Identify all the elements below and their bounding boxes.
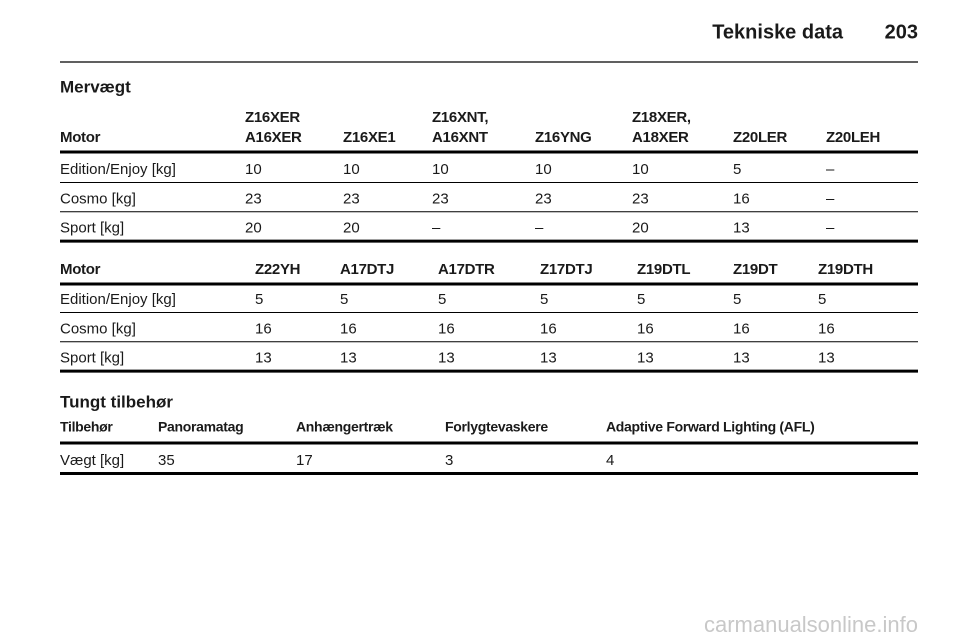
cell: 5 xyxy=(540,291,548,308)
cell: 17 xyxy=(296,452,313,469)
cell: 23 xyxy=(245,190,262,207)
column-header: Z18XER, xyxy=(632,109,691,126)
cell: 16 xyxy=(637,320,654,337)
row-label: Sport [kg] xyxy=(60,350,124,367)
page-number: 203 xyxy=(885,21,918,43)
column-header: Z20LER xyxy=(733,129,788,146)
column-header: A17DTJ xyxy=(340,261,394,278)
watermark: carmanualsonline.info xyxy=(704,612,918,637)
cell: 16 xyxy=(733,190,750,207)
section-title: Mervægt xyxy=(60,77,131,96)
cell: 23 xyxy=(432,190,449,207)
cell: 35 xyxy=(158,452,175,469)
column-header: Anhængertræk xyxy=(296,419,393,435)
column-header: Z16XNT, xyxy=(432,109,488,126)
cell: – xyxy=(535,220,544,237)
cell: 5 xyxy=(733,161,741,178)
column-header: A16XER xyxy=(245,129,302,146)
cell: 20 xyxy=(343,220,360,237)
column-header: Z19DTH xyxy=(818,261,873,278)
header-title: Tekniske data xyxy=(712,21,844,43)
column-header: A17DTR xyxy=(438,261,495,278)
column-header: Z16XE1 xyxy=(343,129,395,146)
cell: 5 xyxy=(818,291,826,308)
column-header: Tilbehør xyxy=(60,419,113,435)
cell: 10 xyxy=(535,161,552,178)
row-label: Vægt [kg] xyxy=(60,452,124,469)
cell: 23 xyxy=(343,190,360,207)
cell: 13 xyxy=(340,350,357,367)
row-label: Cosmo [kg] xyxy=(60,190,136,207)
cell: 13 xyxy=(733,350,750,367)
column-header: Motor xyxy=(60,129,101,146)
cell: 5 xyxy=(733,291,741,308)
column-header: A18XER xyxy=(632,129,689,146)
cell: 16 xyxy=(340,320,357,337)
cell: 20 xyxy=(245,220,262,237)
cell: – xyxy=(826,220,835,237)
column-header: Z22YH xyxy=(255,261,300,278)
column-header: A16XNT xyxy=(432,129,488,146)
column-header: Z19DT xyxy=(733,261,777,278)
cell: 20 xyxy=(632,220,649,237)
row-label: Edition/Enjoy [kg] xyxy=(60,291,176,308)
cell: 16 xyxy=(255,320,272,337)
column-header: Z17DTJ xyxy=(540,261,592,278)
cell: 13 xyxy=(637,350,654,367)
cell: 5 xyxy=(340,291,348,308)
cell: 23 xyxy=(632,190,649,207)
cell: 10 xyxy=(245,161,262,178)
column-header: Panoramatag xyxy=(158,419,243,435)
cell: 10 xyxy=(632,161,649,178)
cell: 4 xyxy=(606,452,614,469)
cell: 13 xyxy=(255,350,272,367)
row-label: Sport [kg] xyxy=(60,220,124,237)
column-header: Z20LEH xyxy=(826,129,880,146)
column-header: Z19DTL xyxy=(637,261,690,278)
cell: 13 xyxy=(733,220,750,237)
cell: – xyxy=(826,190,835,207)
column-header: Z16XER xyxy=(245,109,300,126)
cell: 13 xyxy=(818,350,835,367)
column-header: Forlygtevaskere xyxy=(445,419,548,435)
cell: 5 xyxy=(637,291,645,308)
cell: – xyxy=(826,161,835,178)
row-label: Edition/Enjoy [kg] xyxy=(60,161,176,178)
cell: 16 xyxy=(438,320,455,337)
cell: 10 xyxy=(432,161,449,178)
cell: 16 xyxy=(733,320,750,337)
cell: 3 xyxy=(445,452,453,469)
cell: 13 xyxy=(438,350,455,367)
cell: 13 xyxy=(540,350,557,367)
row-label: Cosmo [kg] xyxy=(60,320,136,337)
cell: 5 xyxy=(438,291,446,308)
cell: – xyxy=(432,220,441,237)
cell: 10 xyxy=(343,161,360,178)
column-header: Z16YNG xyxy=(535,129,592,146)
cell: 16 xyxy=(818,320,835,337)
cell: 16 xyxy=(540,320,557,337)
column-header: Adaptive Forward Lighting (AFL) xyxy=(606,419,814,435)
cell: 5 xyxy=(255,291,263,308)
section-title: Tungt tilbehør xyxy=(60,392,173,411)
column-header: Motor xyxy=(60,261,101,278)
cell: 23 xyxy=(535,190,552,207)
